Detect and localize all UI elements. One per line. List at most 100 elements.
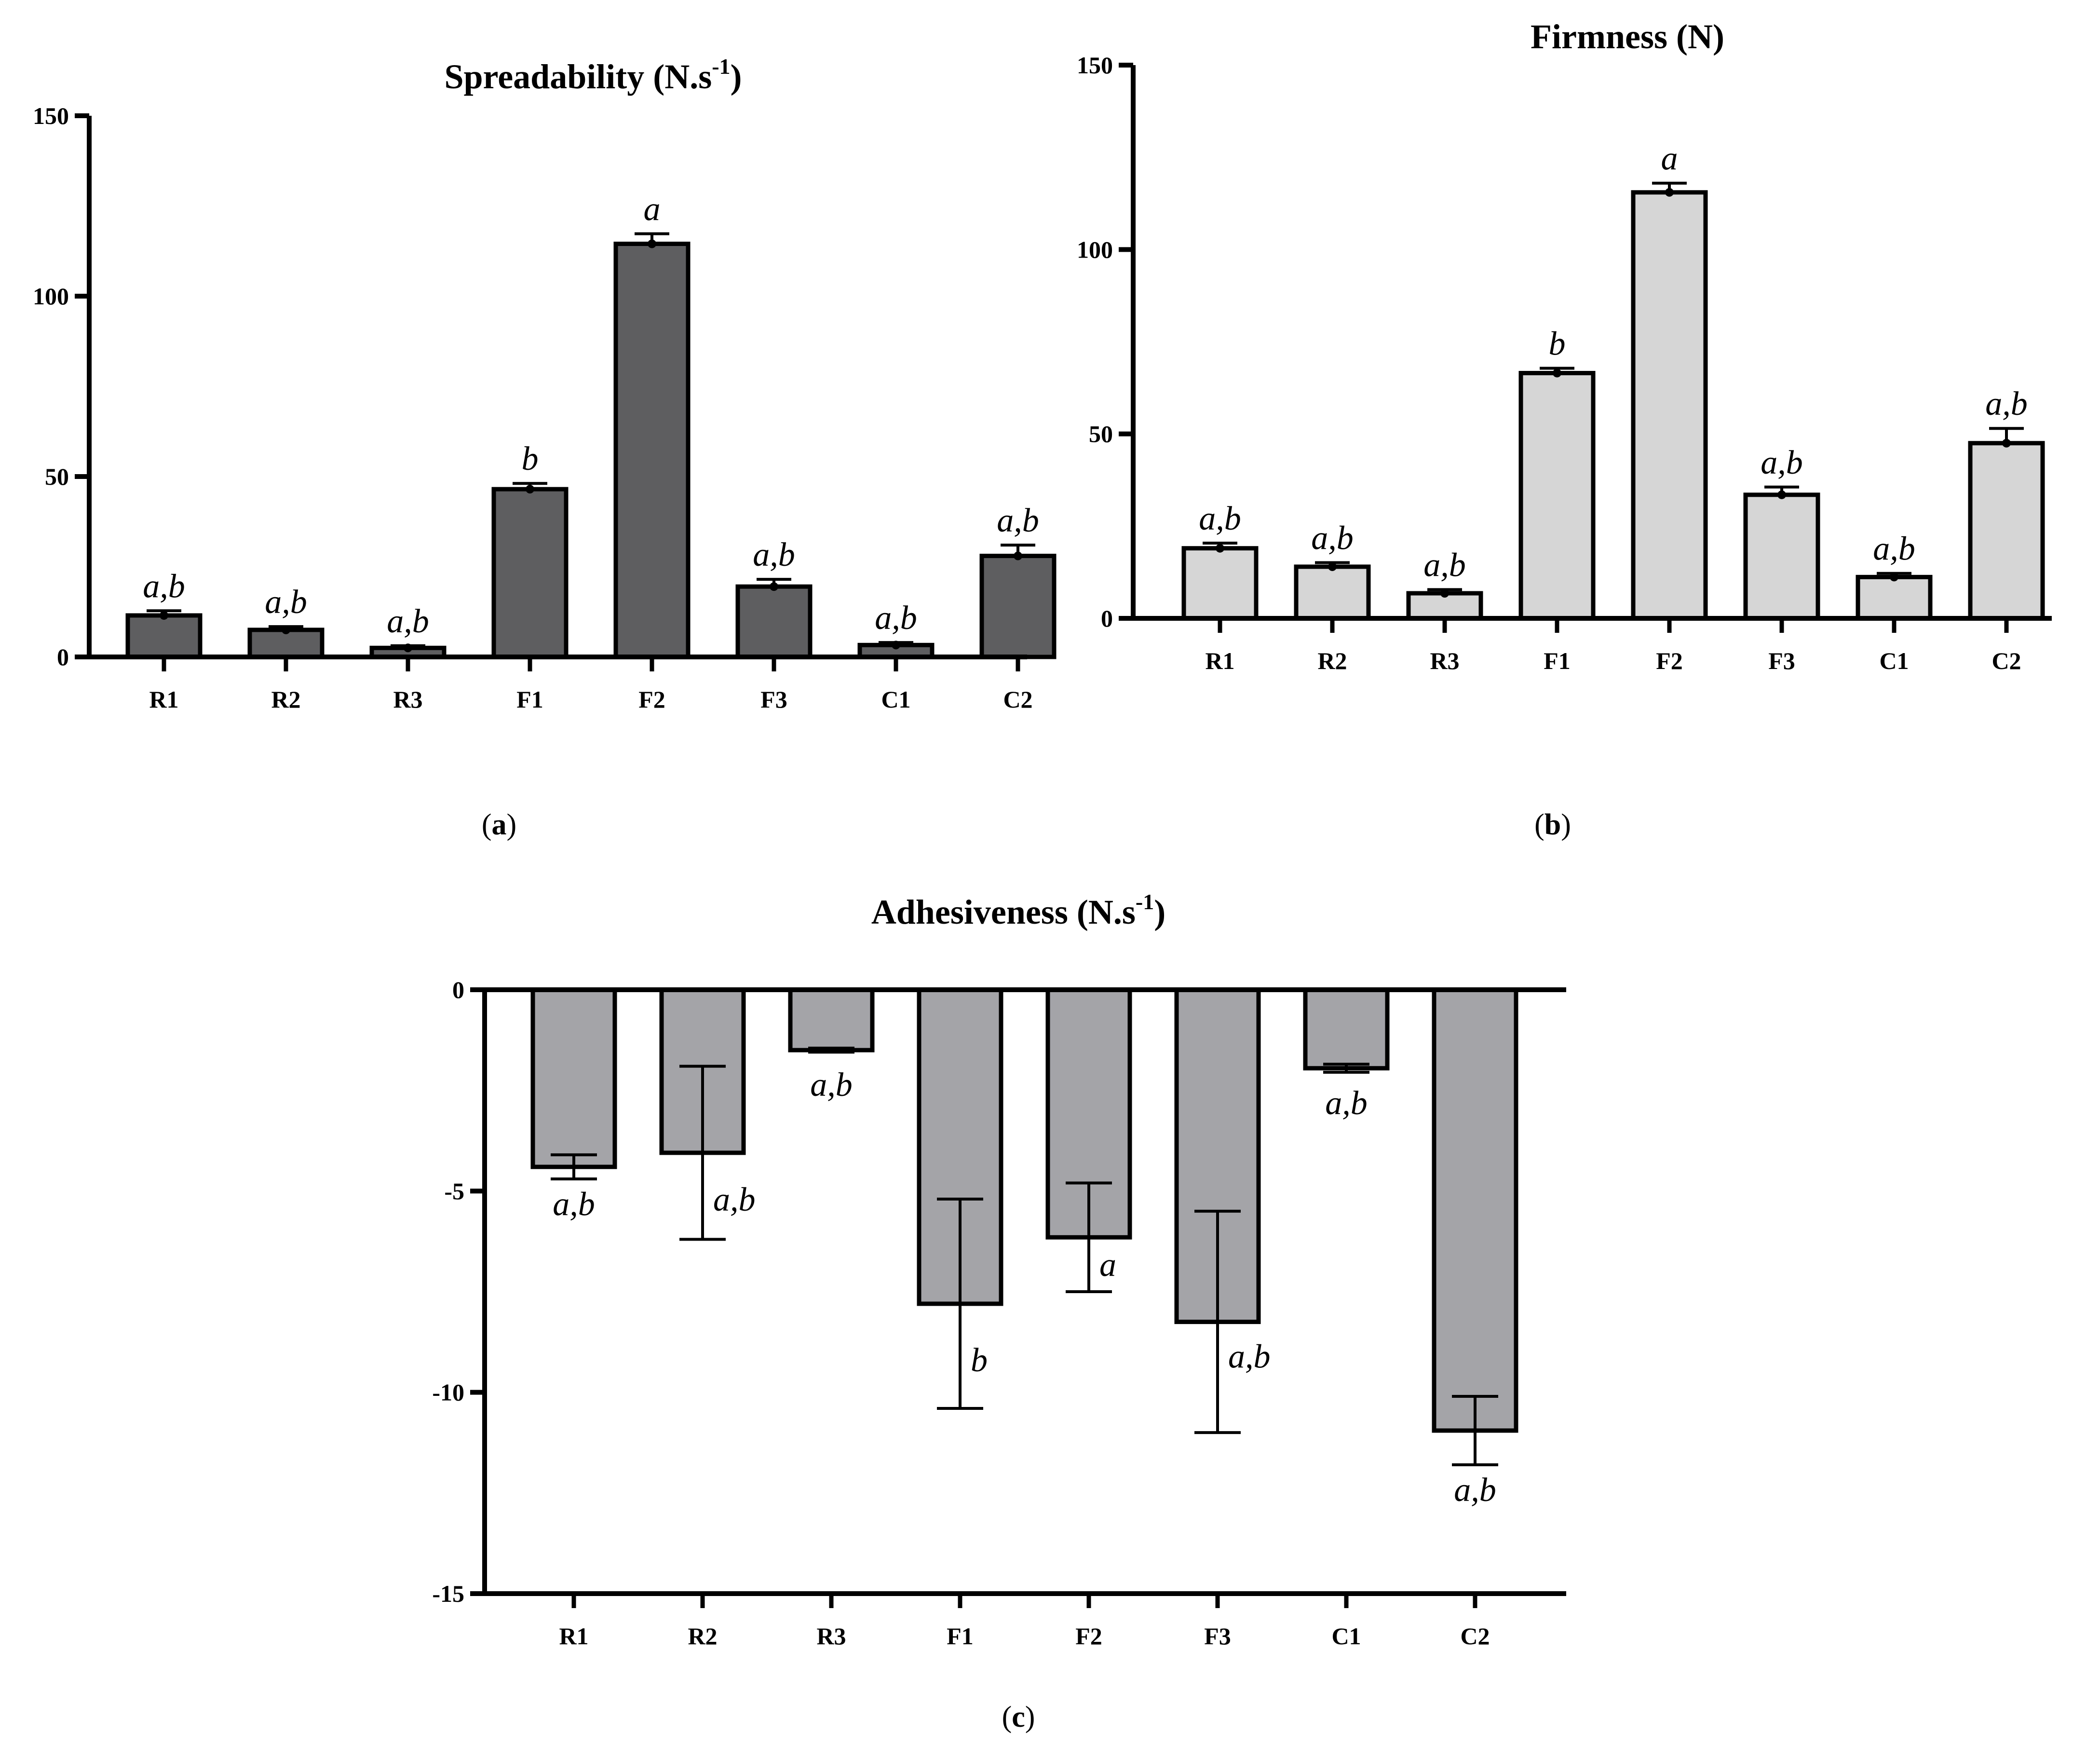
chart-c-xtick-label-c1: C1 [1331, 1623, 1361, 1650]
chart-a-mean-marker-c1 [892, 641, 900, 650]
chart-a-bar-f2 [613, 242, 691, 659]
chart-b-mean-marker-r2 [1328, 562, 1337, 571]
chart-b-bar-c1 [1856, 574, 1933, 621]
chart-c-bar-c2 [1432, 987, 1518, 1433]
chart-c-xtick-label-r2: R2 [688, 1623, 717, 1650]
chart-c-sig-label-r2: a,b [713, 1181, 756, 1218]
chart-b-sig-label-c1: a,b [1873, 531, 1915, 568]
chart-b-xtick-label-r2: R2 [1317, 647, 1347, 674]
chart-a-bar-f1 [491, 487, 569, 659]
chart-b-bar-f1 [1518, 370, 1596, 621]
chart-b-mean-marker-c1 [1890, 573, 1898, 582]
chart-c: Adhesiveness (N.s-1) a,b a,b a,b b a a,b a,b a,… [432, 889, 1566, 1733]
chart-a-mean-marker-r3 [404, 643, 412, 653]
chart-c-xtick-label-f1: F1 [947, 1623, 974, 1650]
chart-c-sig-label-r1: a,b [553, 1186, 595, 1223]
chart-b-bar-r1 [1181, 546, 1259, 621]
chart-a-xtick-label-r2: R2 [271, 686, 300, 713]
chart-a-xtick-label-f3: F3 [760, 686, 787, 713]
chart-c-sig-label-f2: a [1099, 1246, 1116, 1283]
chart-c-sig-label-c1: a,b [1325, 1085, 1368, 1122]
chart-a-sig-label-f2: a [644, 191, 661, 228]
chart-b-xtick-label-r1: R1 [1205, 647, 1234, 674]
chart-c-xtick-label-c2: C2 [1460, 1623, 1490, 1650]
chart-b-mean-marker-f3 [1777, 490, 1786, 499]
chart-a-sig-label-c2: a,b [997, 502, 1039, 539]
chart-b-caption: (b) [1534, 808, 1571, 841]
chart-a-mean-marker-f3 [770, 582, 778, 591]
chart-b-sig-label-f1: b [1549, 326, 1566, 363]
chart-a-mean-marker-r2 [282, 625, 290, 634]
chart-b: Firmness (N) a,b a,b a,b b a a,b a,b a,b 0 50 100… [1077, 17, 2052, 841]
chart-b-mean-marker-f2 [1665, 188, 1674, 197]
chart-c-xtick-label-r3: R3 [816, 1623, 846, 1650]
chart-c-sig-label-f3: a,b [1228, 1338, 1271, 1376]
chart-b-sig-label-f2: a [1661, 140, 1678, 177]
chart-b-xtick-label-f2: F2 [1656, 647, 1683, 674]
chart-a-title: Spreadability (N.s-1) [444, 54, 742, 96]
chart-c-sig-label-f1: b [971, 1342, 988, 1379]
chart-a-caption: (a) [482, 808, 516, 841]
chart-c-ytick-label: -5 [444, 1177, 464, 1204]
chart-a-xtick-label-f1: F1 [516, 686, 543, 713]
chart-b-ytick-label: 0 [1101, 605, 1113, 632]
chart-b-ytick-label: 100 [1077, 236, 1113, 263]
chart-a-mean-marker-c2 [1014, 551, 1022, 560]
chart-b-mean-marker-r3 [1440, 589, 1449, 598]
chart-b-sig-label-c2: a,b [1985, 385, 2028, 423]
chart-b-mean-marker-f1 [1553, 369, 1561, 378]
chart-a-sig-label-r1: a,b [143, 568, 185, 605]
chart-a-bar-f3 [735, 584, 813, 659]
chart-b-bar-r2 [1294, 564, 1371, 621]
chart-c-xtick-label-r1: R1 [559, 1623, 588, 1650]
chart-a-sig-label-f1: b [522, 440, 539, 478]
chart-b-sig-label-r3: a,b [1423, 546, 1466, 584]
chart-a-sig-label-r2: a,b [265, 584, 307, 621]
chart-b-bar-c2 [1968, 441, 2045, 621]
chart-b-xtick-label-f1: F1 [1544, 647, 1571, 674]
chart-c-sig-label-c2: a,b [1454, 1472, 1496, 1509]
chart-b-xtick-label-c2: C2 [1992, 647, 2021, 674]
chart-a-xtick-label-f2: F2 [638, 686, 665, 713]
chart-b-ytick-label: 150 [1077, 52, 1113, 79]
chart-c-ytick-label: 0 [452, 976, 464, 1003]
chart-a-bar-c2 [979, 554, 1057, 659]
chart-a-xtick-label-r1: R1 [149, 686, 178, 713]
chart-c-sig-label-r3: a,b [810, 1066, 853, 1104]
chart-b-sig-label-r2: a,b [1311, 520, 1354, 557]
chart-a-mean-marker-r1 [160, 611, 168, 620]
chart-b-bar-f2 [1631, 190, 1708, 621]
chart-a-sig-label-r3: a,b [387, 603, 429, 640]
chart-a-sig-label-f3: a,b [753, 536, 795, 573]
chart-a-xtick-label-c2: C2 [1003, 686, 1032, 713]
chart-a-bar-r1 [125, 613, 203, 659]
chart-c-ytick-label: -15 [432, 1580, 464, 1607]
chart-b-xtick-label-r3: R3 [1430, 647, 1459, 674]
chart-c-xtick-label-f3: F3 [1204, 1623, 1231, 1650]
chart-a-ytick-label: 150 [33, 102, 69, 129]
chart-a-ytick-label: 0 [57, 643, 69, 670]
chart-a: Spreadability (N.s-1) a,b a,b a,b b a a,b a,b a… [33, 54, 1057, 841]
chart-c-caption: (c) [1002, 1701, 1035, 1733]
chart-c-title: Adhesiveness (N.s-1) [871, 889, 1165, 931]
chart-b-title: Firmness (N) [1531, 17, 1724, 56]
chart-b-xtick-label-f3: F3 [1768, 647, 1795, 674]
chart-b-bar-f3 [1743, 492, 1820, 621]
chart-c-ytick-label: -10 [432, 1379, 464, 1406]
chart-a-xtick-label-r3: R3 [393, 686, 422, 713]
chart-a-ytick-label: 50 [45, 463, 69, 490]
chart-a-mean-marker-f2 [648, 239, 656, 248]
chart-c-bar-r3 [788, 987, 875, 1052]
chart-b-sig-label-f3: a,b [1761, 444, 1803, 481]
chart-b-mean-marker-r1 [1216, 544, 1224, 553]
chart-c-bar-c1 [1303, 987, 1390, 1071]
chart-a-ytick-label: 100 [33, 283, 69, 310]
chart-a-mean-marker-f1 [526, 485, 534, 494]
chart-a-xtick-label-c1: C1 [881, 686, 910, 713]
chart-c-bar-r1 [530, 987, 617, 1169]
chart-b-sig-label-r1: a,b [1199, 500, 1241, 537]
chart-b-xtick-label-c1: C1 [1879, 647, 1909, 674]
chart-a-sig-label-c1: a,b [875, 600, 917, 637]
chart-c-xtick-label-f2: F2 [1075, 1623, 1102, 1650]
